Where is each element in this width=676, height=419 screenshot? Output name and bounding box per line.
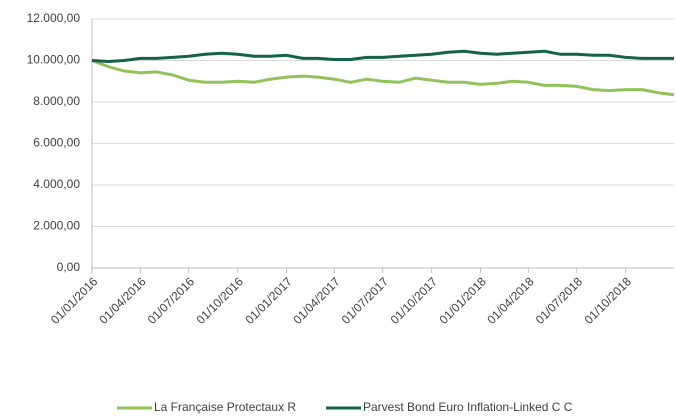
x-tick-label: 01/04/2018 [484, 274, 537, 327]
x-tick-label: 01/07/2018 [533, 274, 586, 327]
x-tick-label: 01/10/2016 [194, 274, 247, 327]
x-tick-label: 01/04/2017 [290, 274, 343, 327]
y-tick-label: 4.000,00 [33, 177, 80, 191]
x-tick-label: 01/07/2017 [339, 274, 392, 327]
y-tick-label: 6.000,00 [33, 136, 80, 150]
y-tick-label: 8.000,00 [33, 94, 80, 108]
y-tick-label: 12.000,00 [27, 11, 81, 25]
y-tick-label: 2.000,00 [33, 219, 80, 233]
x-tick-label: 01/04/2016 [96, 274, 149, 327]
series-line [91, 59, 675, 97]
x-tick-label: 01/01/2018 [437, 274, 490, 327]
x-tick-label: 01/10/2018 [582, 274, 635, 327]
x-tick-label: 01/01/2017 [243, 274, 296, 327]
y-tick-label: 10.000,00 [27, 53, 81, 67]
legend-label: Parvest Bond Euro Inflation-Linked C C [363, 400, 573, 414]
x-tick-label: 01/01/2016 [48, 274, 101, 327]
y-tick-label: 0,00 [57, 260, 81, 274]
x-tick-label: 01/07/2016 [145, 274, 198, 327]
x-tick-label: 01/10/2017 [388, 274, 441, 327]
series-line [91, 49, 674, 63]
legend-label: La Française Protectaux R [154, 400, 296, 414]
